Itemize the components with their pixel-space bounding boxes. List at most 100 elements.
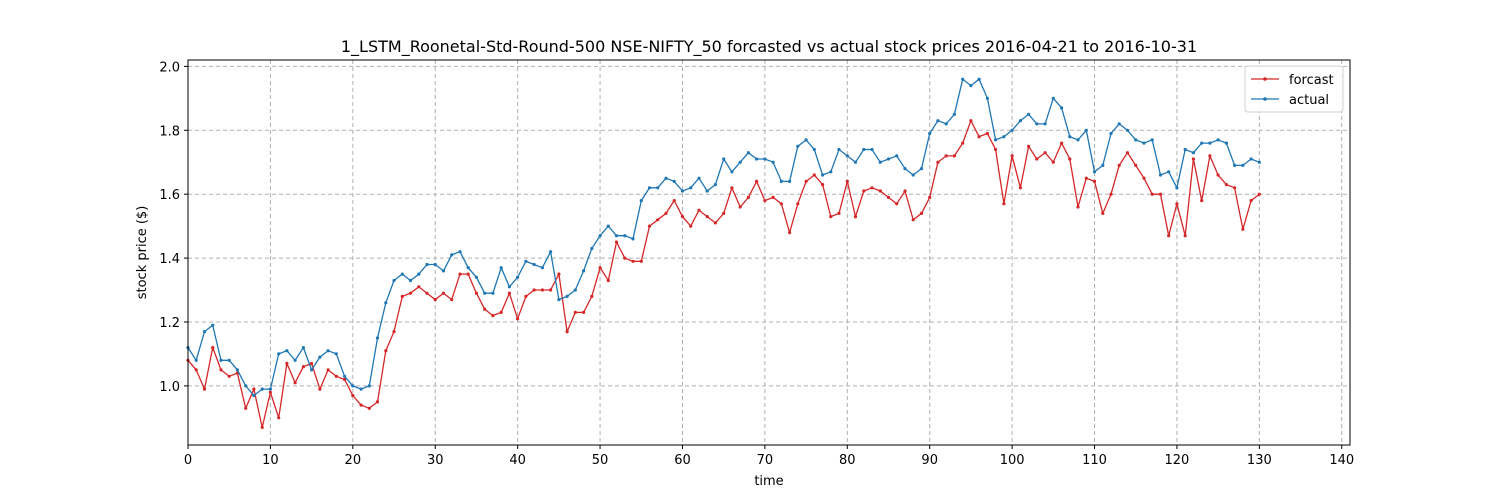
actual-point [310, 368, 314, 372]
forcast-point [1084, 176, 1088, 180]
actual-point [969, 84, 973, 88]
forcast-point [1101, 211, 1105, 215]
actual-point [219, 358, 223, 362]
actual-point [829, 170, 833, 174]
forcast-point [474, 291, 478, 295]
actual-point [919, 167, 924, 171]
x-tick-label: 0 [184, 453, 192, 468]
forcast-point [1125, 151, 1130, 155]
actual-point [293, 358, 297, 362]
actual-point [862, 147, 866, 152]
forcast-point [672, 199, 676, 203]
actual-point [689, 186, 693, 190]
forcast-point [310, 361, 314, 366]
forcast-point [1002, 202, 1006, 206]
forcast-point [829, 215, 833, 219]
x-tick-label: 30 [427, 453, 444, 468]
actual-point [441, 269, 446, 273]
forcast-point [1257, 192, 1261, 196]
actual-point [722, 157, 726, 161]
legend-box [1244, 65, 1344, 113]
actual-point [1051, 96, 1055, 100]
forcast-point [219, 368, 223, 372]
actual-point [334, 352, 338, 356]
actual-point [516, 275, 520, 279]
actual-point [1142, 141, 1146, 145]
actual-point [1249, 157, 1253, 161]
forcast-point [334, 374, 338, 378]
forcast-point [1249, 199, 1253, 203]
actual-point [557, 298, 561, 302]
forcast-point [1010, 154, 1014, 158]
actual-point [466, 266, 470, 270]
actual-point [631, 237, 635, 241]
actual-point [1018, 119, 1023, 123]
forcast-point [1109, 192, 1113, 196]
actual-point [985, 96, 990, 100]
forcast-point [1150, 192, 1154, 196]
legend: forcast actual [1244, 65, 1344, 113]
forcast-point [755, 179, 759, 183]
actual-point [1125, 128, 1130, 132]
forcast-point [1158, 192, 1163, 196]
forcast-point [293, 381, 297, 385]
actual-point [796, 144, 800, 148]
actual-point [194, 358, 198, 362]
forcast-point [680, 215, 685, 219]
forcast-point [483, 307, 487, 311]
x-tick-label: 10 [262, 453, 279, 468]
x-tick-label: 130 [1247, 453, 1272, 468]
actual-point [408, 278, 413, 283]
actual-point [895, 154, 899, 158]
forcast-point [639, 259, 643, 263]
actual-point [944, 122, 948, 126]
actual-point [878, 160, 882, 164]
forcast-point [1035, 157, 1039, 161]
forcast-point [1191, 157, 1195, 161]
forcast-point [812, 173, 816, 177]
forcast-point [606, 278, 610, 283]
y-tick-label: 1.2 [159, 316, 180, 331]
forcast-point [285, 361, 289, 366]
actual-point [450, 253, 454, 257]
actual-point [1216, 138, 1220, 142]
actual-point [804, 138, 808, 142]
forcast-point [1224, 183, 1228, 187]
forcast-point [384, 349, 388, 353]
x-tick-label: 80 [839, 453, 856, 468]
forcast-point [853, 215, 858, 219]
actual-point [458, 250, 462, 254]
actual-point [375, 336, 380, 340]
forcast-point [1216, 173, 1220, 177]
forcast-point [697, 208, 701, 212]
actual-point [779, 179, 784, 183]
forcast-point [433, 298, 437, 302]
forcast-point [944, 154, 948, 158]
actual-point [886, 157, 891, 161]
grid [187, 60, 1350, 445]
actual-point [1010, 128, 1014, 132]
x-tick-label: 40 [509, 453, 526, 468]
actual-point [1241, 163, 1245, 167]
forcast-point [903, 189, 907, 193]
actual-point [227, 358, 231, 362]
forcast-point [713, 221, 718, 225]
forcast-point [375, 400, 380, 404]
actual-point [491, 291, 495, 295]
forcast-point [919, 211, 924, 215]
forcast-point [746, 195, 751, 199]
forcast-point [788, 230, 792, 235]
forcast-point [952, 154, 957, 158]
actual-point [771, 160, 775, 164]
actual-point [384, 301, 388, 305]
forcast-point [796, 202, 800, 206]
ticks: 0 10 20 30 40 50 60 70 80 90 100 110 120 130 140 1.0 1.2… [159, 60, 1354, 468]
actual-point [532, 262, 536, 267]
actual-point [244, 384, 248, 388]
forcast-point [664, 211, 668, 215]
forcast-point [573, 310, 577, 314]
actual-point [755, 157, 759, 161]
actual-point [573, 288, 577, 292]
